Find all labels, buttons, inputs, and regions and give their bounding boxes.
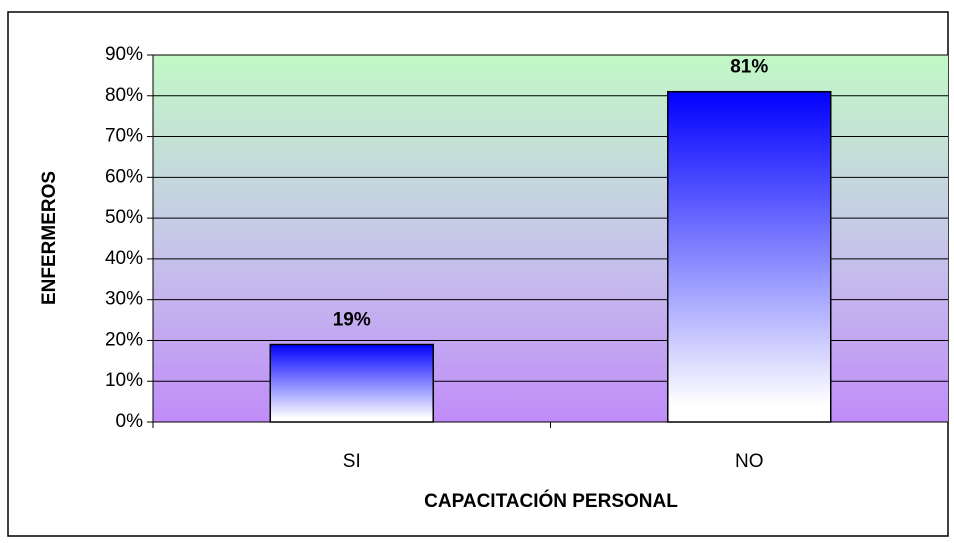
x-axis-label: CAPACITACIÓN PERSONAL bbox=[424, 490, 678, 512]
y-tick-label: 70% bbox=[105, 126, 143, 147]
y-tick-label: 90% bbox=[105, 44, 143, 65]
y-tick-label: 60% bbox=[105, 166, 143, 187]
y-tick-label: 50% bbox=[105, 207, 143, 228]
bar bbox=[667, 90, 832, 423]
y-tick-label: 40% bbox=[105, 248, 143, 269]
y-axis-label: ENFERMEROS bbox=[39, 171, 60, 305]
data-label: 19% bbox=[333, 310, 371, 331]
x-tick-label: SI bbox=[343, 451, 361, 472]
y-tick-label: 30% bbox=[105, 289, 143, 310]
data-label: 81% bbox=[730, 57, 768, 78]
y-tick-label: 20% bbox=[105, 329, 143, 350]
x-tick-label: NO bbox=[735, 451, 764, 472]
bar bbox=[269, 343, 434, 423]
y-tick-label: 0% bbox=[116, 411, 144, 432]
y-tick-label: 80% bbox=[105, 85, 143, 106]
y-tick-label: 10% bbox=[105, 370, 143, 391]
